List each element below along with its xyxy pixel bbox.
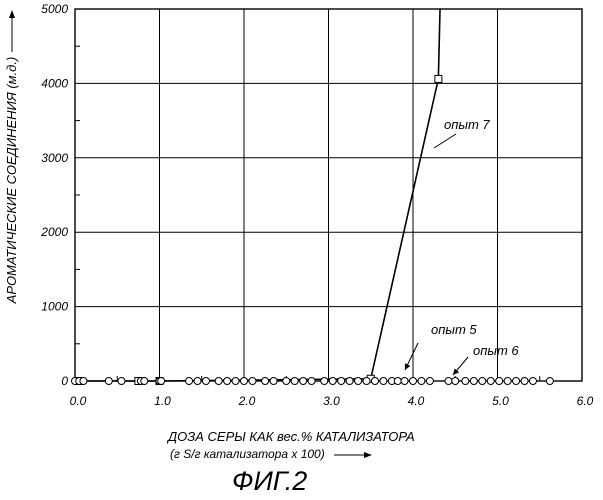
data-point bbox=[426, 378, 433, 385]
x-tick-label: 5.0 bbox=[492, 394, 509, 408]
data-point bbox=[355, 378, 362, 385]
data-point bbox=[487, 378, 494, 385]
data-point bbox=[300, 378, 307, 385]
data-point bbox=[283, 378, 290, 385]
y-axis-arrow-icon bbox=[9, 10, 15, 52]
annotation-label: опыт 7 bbox=[444, 117, 490, 132]
y-tick-label: 4000 bbox=[41, 76, 68, 90]
data-point bbox=[346, 378, 353, 385]
data-point bbox=[141, 378, 148, 385]
data-point bbox=[262, 378, 269, 385]
data-point bbox=[521, 378, 528, 385]
data-point bbox=[308, 378, 315, 385]
x-tick-label: 3.0 bbox=[323, 394, 340, 408]
series-опыт-6 bbox=[410, 378, 554, 385]
y-tick-label: 0 bbox=[61, 374, 68, 388]
data-point bbox=[194, 378, 201, 385]
data-point bbox=[270, 378, 277, 385]
x-axis-label: ДОЗА СЕРЫ КАК вес.% КАТАЛИЗАТОРА bbox=[168, 429, 415, 444]
data-point bbox=[479, 378, 486, 385]
y-tick-label: 1000 bbox=[41, 300, 68, 314]
data-point bbox=[241, 378, 248, 385]
x-axis-label-units: (г S/г катализатора х 100) bbox=[170, 447, 374, 461]
data-point bbox=[371, 378, 378, 385]
data-point bbox=[452, 378, 459, 385]
data-point bbox=[462, 378, 469, 385]
data-point bbox=[513, 378, 520, 385]
x-tick-label: 4.0 bbox=[408, 394, 425, 408]
data-point bbox=[410, 378, 417, 385]
chart-grid bbox=[75, 9, 582, 381]
data-point bbox=[232, 378, 239, 385]
y-tick-label: 3000 bbox=[41, 151, 68, 165]
data-point bbox=[80, 378, 87, 385]
series-line bbox=[79, 9, 440, 381]
data-point bbox=[118, 378, 125, 385]
data-point bbox=[394, 378, 401, 385]
y-tick-label: 2000 bbox=[40, 225, 68, 239]
data-point bbox=[418, 378, 425, 385]
data-point bbox=[224, 378, 231, 385]
data-point bbox=[338, 378, 345, 385]
x-tick-label: 0.0 bbox=[70, 394, 87, 408]
data-point bbox=[546, 378, 553, 385]
x-axis-ticks: 0.0 1.0 2.0 3.0 4.0 5.0 6.0 bbox=[70, 394, 594, 408]
data-point bbox=[380, 378, 387, 385]
data-point bbox=[445, 378, 452, 385]
data-point bbox=[202, 378, 209, 385]
data-point bbox=[186, 378, 193, 385]
data-point bbox=[401, 378, 408, 385]
data-point bbox=[529, 378, 536, 385]
data-point bbox=[470, 378, 477, 385]
x-axis-label-units-text: (г S/г катализатора х 100) bbox=[170, 447, 325, 461]
chart-annotations: опыт 7 опыт 5 опыт 6 bbox=[405, 117, 519, 375]
x-tick-label: 1.0 bbox=[154, 394, 171, 408]
x-axis-arrow-icon bbox=[334, 450, 374, 460]
annotation-label: опыт 5 bbox=[431, 322, 477, 337]
data-point bbox=[363, 378, 370, 385]
x-tick-label: 2.0 bbox=[238, 394, 256, 408]
data-point bbox=[158, 378, 165, 385]
annotation-leader bbox=[434, 134, 456, 148]
data-point bbox=[504, 378, 511, 385]
x-tick-label: 6.0 bbox=[577, 394, 594, 408]
y-axis-label: АРОМАТИЧЕСКИЕ СОЕДИНЕНИЯ (м.д.) bbox=[4, 57, 19, 305]
annotation-label: опыт 6 bbox=[473, 343, 519, 358]
y-axis-ticks: 0 1000 2000 3000 4000 5000 bbox=[40, 2, 68, 388]
chart-series bbox=[72, 9, 554, 385]
data-point bbox=[329, 378, 336, 385]
series-опыт-7 bbox=[76, 9, 442, 385]
data-point bbox=[435, 75, 442, 82]
data-point bbox=[496, 378, 503, 385]
data-point bbox=[105, 378, 112, 385]
data-point bbox=[321, 378, 328, 385]
y-tick-label: 5000 bbox=[41, 2, 68, 16]
data-point bbox=[249, 378, 256, 385]
figure-label: ФИГ.2 bbox=[232, 466, 307, 497]
data-point bbox=[291, 378, 298, 385]
data-point bbox=[215, 378, 222, 385]
